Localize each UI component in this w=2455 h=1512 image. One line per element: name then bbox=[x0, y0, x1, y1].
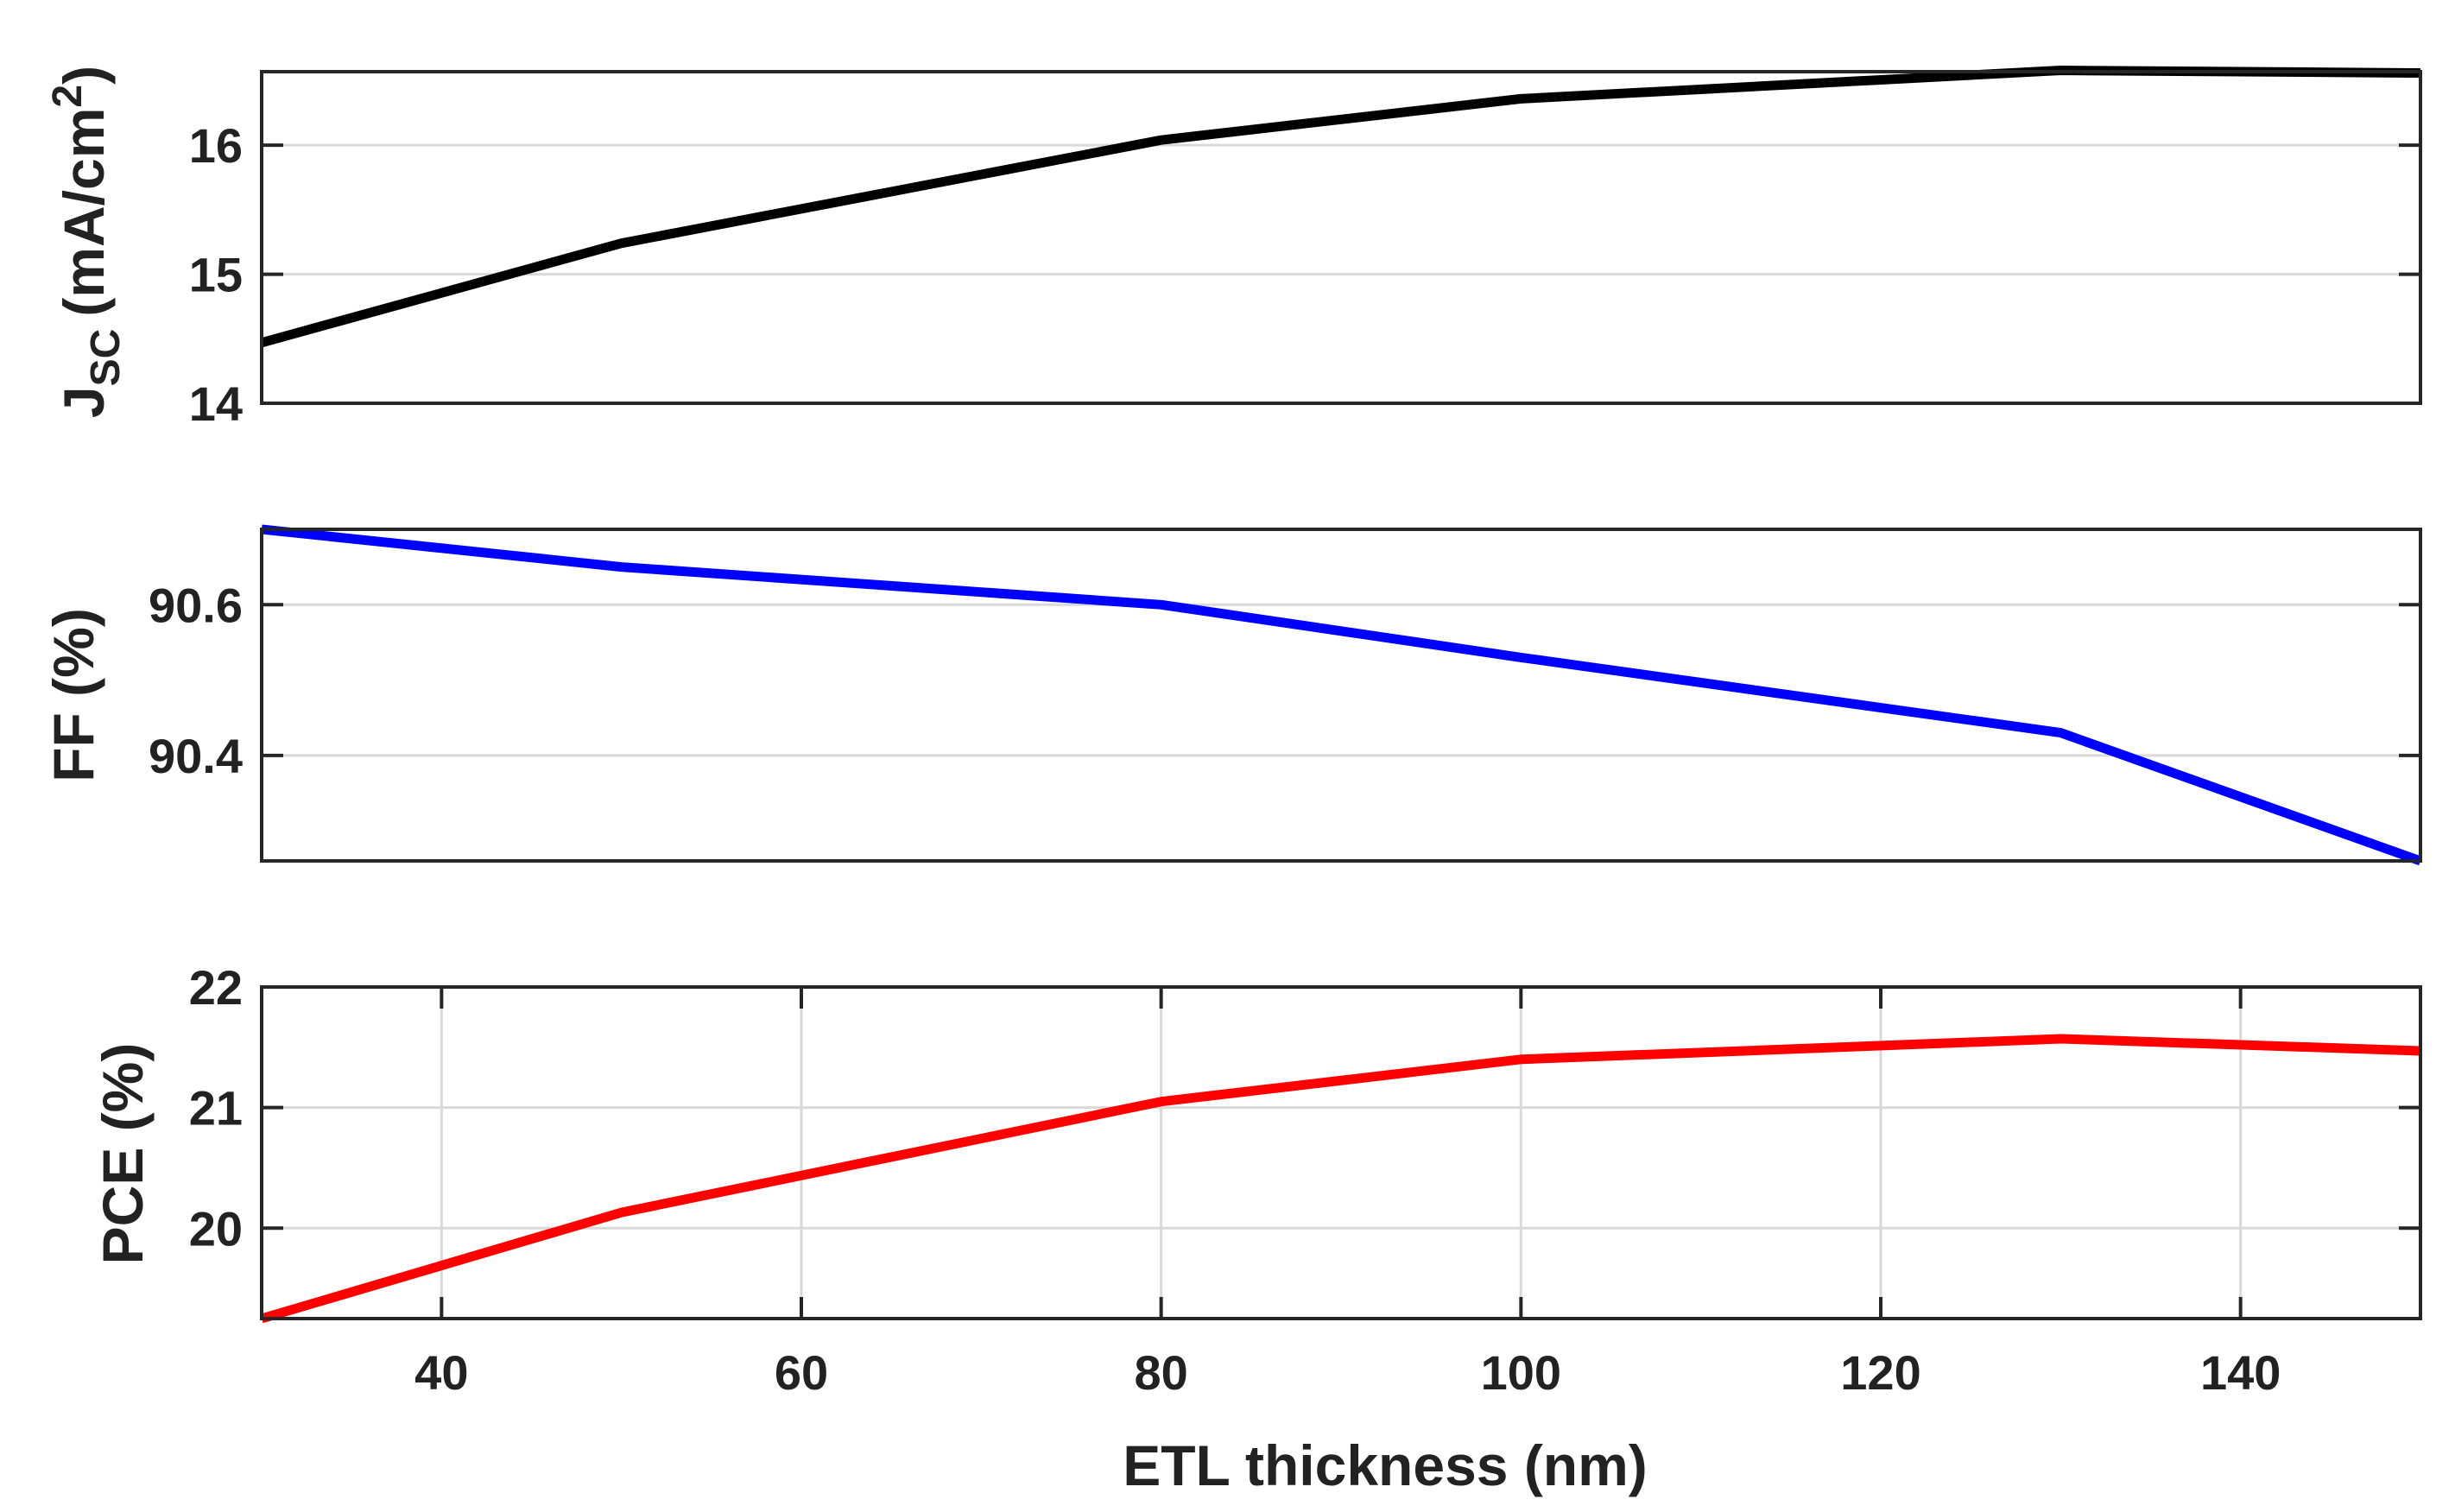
ff-y-axis-label: FF (%) bbox=[41, 608, 105, 782]
ff-line bbox=[261, 524, 2422, 866]
pce-x-tick-label: 140 bbox=[2200, 1345, 2281, 1400]
pce-x-tick-label: 60 bbox=[775, 1345, 828, 1400]
pce-x-tick-label: 100 bbox=[1481, 1345, 1561, 1400]
jsc-ylabel-close: ) bbox=[52, 66, 116, 85]
jsc-y-axis-label: JSC (mA/cm2) bbox=[45, 66, 129, 418]
jsc-panel: 14 15 16 JSC (mA/cm2) bbox=[45, 66, 2422, 431]
pce-y-tick-label: 21 bbox=[189, 1081, 243, 1136]
pce-x-tick-label: 120 bbox=[1840, 1345, 1920, 1400]
pce-panel: 20 21 22 40 60 80 100 120 140 PCE (%) ETL thickn… bbox=[91, 960, 2422, 1497]
ff-axes-box bbox=[260, 528, 2422, 863]
jsc-y-tick-label: 14 bbox=[189, 376, 243, 431]
jsc-y-tick-label: 15 bbox=[189, 248, 243, 302]
jsc-ylabel-main: J bbox=[52, 386, 116, 418]
ff-y-tick-label: 90.4 bbox=[149, 729, 243, 783]
jsc-ylabel-sup: 2 bbox=[45, 85, 91, 108]
jsc-ylabel-unit: (mA/cm bbox=[52, 108, 116, 317]
ff-y-tick-label: 90.6 bbox=[149, 578, 243, 632]
jsc-ylabel-sub: SC bbox=[83, 329, 129, 387]
jsc-ticks: 14 15 16 bbox=[189, 118, 2420, 431]
pce-x-tick-label: 40 bbox=[414, 1345, 468, 1400]
pce-y-axis-label: PCE (%) bbox=[91, 1043, 155, 1265]
jsc-y-tick-label: 16 bbox=[189, 118, 243, 173]
ff-ticks: 90.4 90.6 bbox=[149, 578, 2420, 783]
ff-panel: 90.4 90.6 FF (%) bbox=[41, 524, 2422, 866]
pce-axes-box bbox=[260, 985, 2422, 1320]
jsc-gridlines bbox=[262, 143, 2420, 405]
pce-y-tick-label: 20 bbox=[189, 1201, 243, 1256]
x-axis-label: ETL thickness (nm) bbox=[1123, 1433, 1648, 1497]
pce-x-tick-label: 80 bbox=[1135, 1345, 1188, 1400]
pce-ticks: 20 21 22 40 60 80 100 120 140 bbox=[189, 960, 2420, 1400]
jsc-line bbox=[260, 66, 2421, 348]
pce-line bbox=[260, 1034, 2421, 1324]
pce-y-tick-label: 22 bbox=[189, 960, 243, 1015]
ff-gridlines bbox=[262, 603, 2420, 757]
jsc-axes-box bbox=[260, 70, 2422, 405]
